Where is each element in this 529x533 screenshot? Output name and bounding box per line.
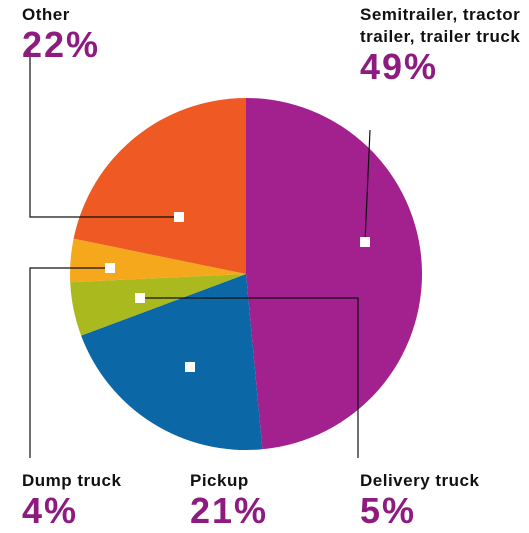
pie-slice <box>73 98 246 274</box>
slice-name: Delivery truck <box>360 471 480 490</box>
marker <box>360 237 370 247</box>
marker <box>174 212 184 222</box>
slice-percent: 4% <box>22 490 79 531</box>
slice-label: Dump truck 4% <box>22 470 182 530</box>
slice-name: Dump truck <box>22 471 122 490</box>
slice-label: Delivery truck 5% <box>360 470 525 530</box>
pie-slice <box>81 274 263 450</box>
leader-line <box>29 50 179 218</box>
leader-line <box>364 129 371 243</box>
marker <box>135 293 145 303</box>
slice-label: Semitrailer, tractor trailer, trailer tr… <box>360 4 525 86</box>
pie-slice <box>70 274 247 336</box>
slice-percent: 21% <box>190 490 269 531</box>
slice-percent: 22% <box>22 24 101 65</box>
slice-name: Other <box>22 5 70 24</box>
leader-line <box>29 267 110 458</box>
slice-name: Pickup <box>190 471 249 490</box>
slice-percent: 5% <box>360 490 417 531</box>
slice-label: Other 22% <box>22 4 182 64</box>
slice-name: Semitrailer, tractor trailer, trailer tr… <box>360 5 521 46</box>
marker <box>185 362 195 372</box>
slice-label: Pickup 21% <box>190 470 310 530</box>
pie-slice <box>246 98 422 450</box>
marker <box>105 263 115 273</box>
leader-line <box>140 297 359 458</box>
slice-percent: 49% <box>360 46 439 87</box>
